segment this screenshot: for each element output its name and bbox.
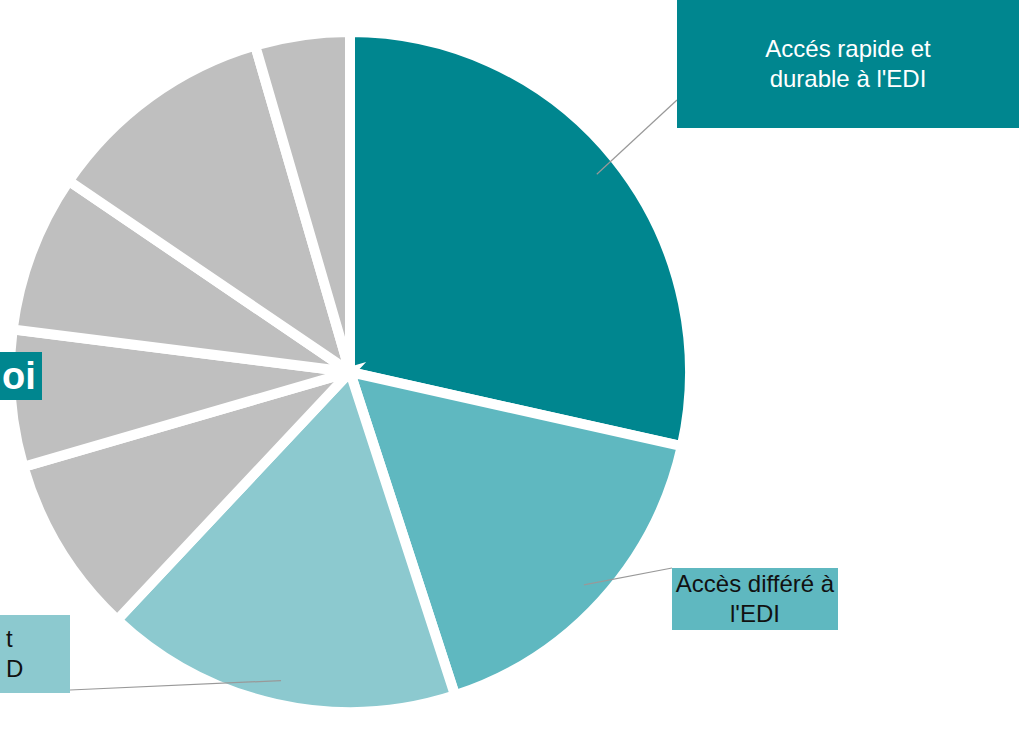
html-text:oi: oi bbox=[2, 355, 36, 397]
svg-text:tD: tD bbox=[6, 625, 23, 682]
svg-text:Accés rapide etdurable à l'EDI: Accés rapide etdurable à l'EDI bbox=[765, 35, 931, 92]
svg-text:Accès différé àl'EDI: Accès différé àl'EDI bbox=[676, 570, 835, 627]
